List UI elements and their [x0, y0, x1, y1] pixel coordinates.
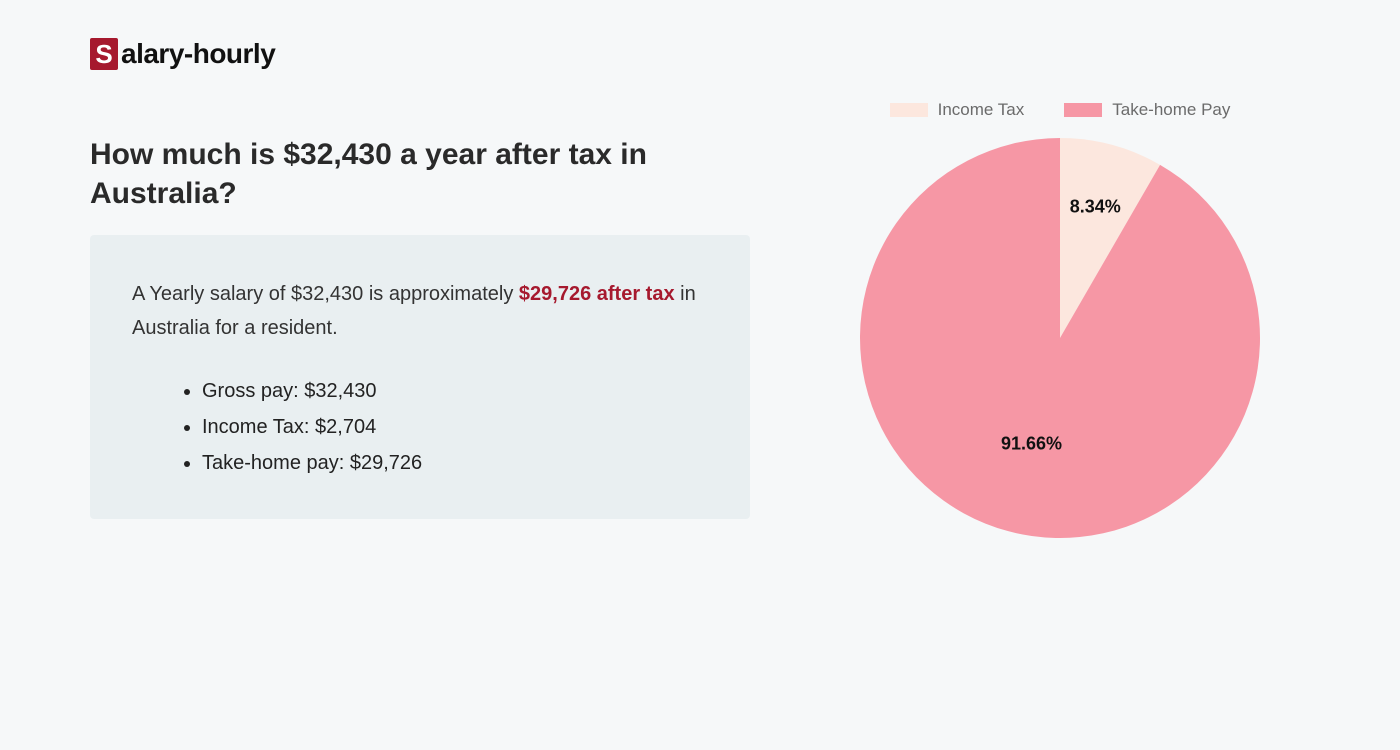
list-item: Income Tax: $2,704	[202, 409, 708, 445]
legend-label: Take-home Pay	[1112, 100, 1230, 120]
page-title: How much is $32,430 a year after tax in …	[90, 135, 730, 213]
brand-logo: Salary-hourly	[90, 38, 275, 70]
pie-svg	[860, 138, 1260, 538]
pie-slice	[860, 138, 1260, 538]
legend-swatch	[890, 103, 928, 117]
pie-slice-label: 91.66%	[1001, 434, 1062, 455]
legend-swatch	[1064, 103, 1102, 117]
pie-chart-region: Income Tax Take-home Pay 8.34% 91.66%	[820, 100, 1300, 538]
logo-s-box: S	[90, 38, 118, 70]
summary-highlight: $29,726 after tax	[519, 283, 675, 305]
list-item: Gross pay: $32,430	[202, 373, 708, 409]
legend-label: Income Tax	[938, 100, 1025, 120]
summary-box: A Yearly salary of $32,430 is approximat…	[90, 235, 750, 519]
pie-slice-label: 8.34%	[1070, 196, 1121, 217]
legend-item-takehome: Take-home Pay	[1064, 100, 1230, 120]
legend-item-income-tax: Income Tax	[890, 100, 1025, 120]
logo-text: alary-hourly	[121, 38, 275, 70]
summary-sentence: A Yearly salary of $32,430 is approximat…	[132, 277, 708, 345]
list-item: Take-home pay: $29,726	[202, 445, 708, 481]
summary-pre: A Yearly salary of $32,430 is approximat…	[132, 283, 519, 305]
pie-chart: 8.34% 91.66%	[860, 138, 1260, 538]
chart-legend: Income Tax Take-home Pay	[820, 100, 1300, 120]
summary-list: Gross pay: $32,430 Income Tax: $2,704 Ta…	[132, 373, 708, 481]
